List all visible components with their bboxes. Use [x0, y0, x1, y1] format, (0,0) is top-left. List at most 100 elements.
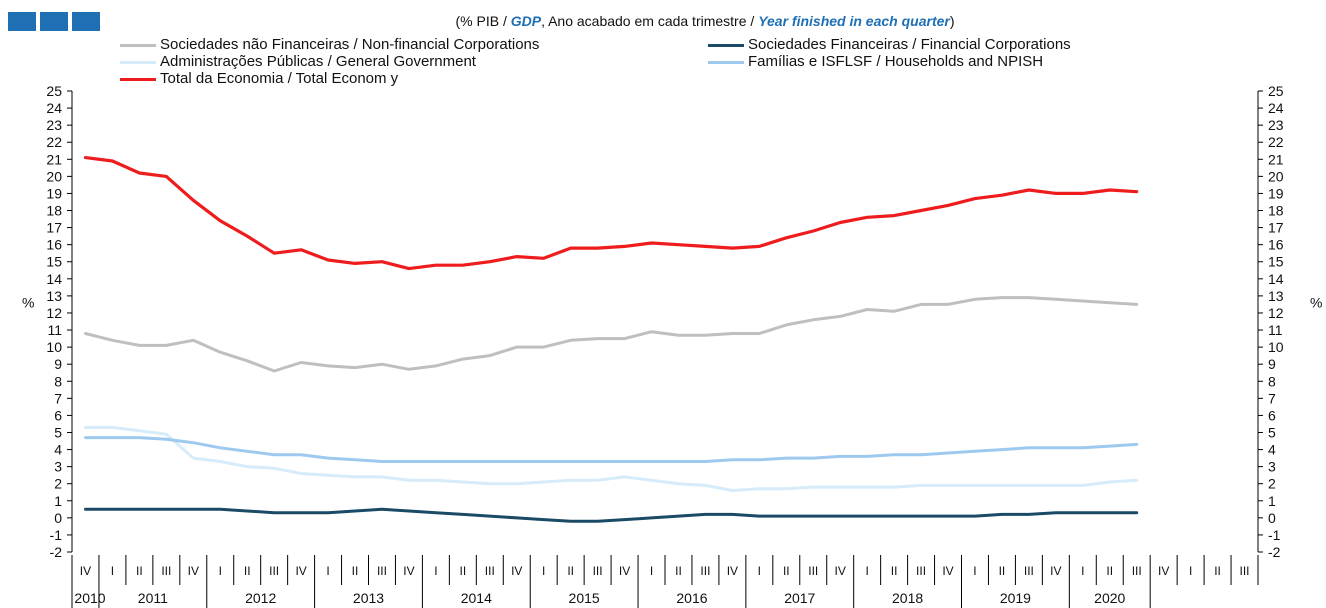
quarter-label: III — [593, 564, 603, 578]
y-tick-label-left: -2 — [50, 544, 63, 560]
quarter-label: III — [485, 564, 495, 578]
y-tick-label-right: 24 — [1268, 100, 1284, 116]
y-tick-label-left: 16 — [46, 237, 62, 253]
quarter-label: III — [1024, 564, 1034, 578]
quarter-label: I — [542, 564, 545, 578]
quarter-label: IV — [188, 564, 199, 578]
year-label: 2014 — [461, 590, 492, 606]
y-tick-label-left: 7 — [54, 390, 62, 406]
y-tick-label-right: 20 — [1268, 168, 1284, 184]
subtitle-en-gdp: GDP — [510, 13, 542, 29]
y-tick-label-right: -2 — [1268, 544, 1281, 560]
quarter-label: IV — [619, 564, 630, 578]
subtitle-pt-mid: , Ano acabado em cada trimestre / — [541, 13, 759, 29]
quarter-label: I — [650, 564, 653, 578]
quarter-label: IV — [727, 564, 738, 578]
y-tick-label-right: 11 — [1268, 322, 1283, 338]
y-tick-label-left: 17 — [46, 220, 62, 236]
series-line-0 — [84, 296, 1139, 373]
y-tick-label-right: 7 — [1268, 390, 1276, 406]
year-label: 2011 — [138, 590, 168, 606]
quarter-label: I — [758, 564, 761, 578]
y-tick-label-right: 14 — [1268, 271, 1284, 287]
y-tick-label-right: 13 — [1268, 288, 1284, 304]
y-tick-label-left: 8 — [54, 373, 62, 389]
quarter-label: III — [161, 564, 171, 578]
y-tick-label-right: 18 — [1268, 203, 1284, 219]
y-tick-label-right: 23 — [1268, 117, 1284, 133]
y-tick-label-right: 15 — [1268, 254, 1284, 270]
legend-label: Administrações Públicas / General Govern… — [160, 53, 476, 70]
series-line-2 — [84, 425, 1139, 492]
y-tick-label-left: 11 — [47, 322, 62, 338]
legend-swatch — [708, 61, 744, 64]
quarter-label: IV — [835, 564, 846, 578]
y-tick-label-right: 19 — [1268, 185, 1284, 201]
y-tick-label-right: 1 — [1268, 493, 1276, 509]
y-tick-label-left: 23 — [46, 117, 62, 133]
quarter-label: IV — [80, 564, 91, 578]
quarter-label: III — [700, 564, 710, 578]
quarter-label: II — [783, 564, 790, 578]
y-tick-label-left: 2 — [54, 476, 62, 492]
quarter-label: III — [377, 564, 387, 578]
y-tick-label-left: 14 — [46, 271, 62, 287]
y-tick-label-right: 8 — [1268, 373, 1276, 389]
y-tick-label-left: 21 — [46, 151, 62, 167]
year-label: 2019 — [1000, 590, 1031, 606]
subtitle-pt-open: (% PIB / — [455, 13, 511, 29]
quarter-label: IV — [1158, 564, 1169, 578]
y-axis-label-left: % — [22, 295, 34, 311]
y-tick-label-right: 16 — [1268, 237, 1284, 253]
y-tick-label-left: 25 — [46, 83, 62, 99]
y-tick-label-left: 22 — [46, 134, 62, 150]
y-tick-label-left: 19 — [46, 185, 62, 201]
legend-swatch — [120, 44, 156, 47]
y-tick-label-left: 9 — [54, 356, 62, 372]
y-tick-label-right: 25 — [1268, 83, 1284, 99]
year-label: 2016 — [676, 590, 707, 606]
y-tick-label-left: 15 — [46, 254, 62, 270]
y-tick-label-right: -1 — [1268, 527, 1281, 543]
y-tick-label-left: 0 — [54, 510, 62, 526]
quarter-label: I — [219, 564, 222, 578]
legend-label: Total da Economia / Total Econom y — [160, 70, 399, 87]
brand-logo-block-3 — [72, 12, 100, 31]
quarter-label: I — [434, 564, 437, 578]
quarter-label: I — [865, 564, 868, 578]
y-tick-label-right: 0 — [1268, 510, 1276, 526]
y-tick-label-left: 13 — [46, 288, 62, 304]
y-tick-label-right: 22 — [1268, 134, 1284, 150]
quarter-label: I — [973, 564, 976, 578]
year-label: 2015 — [569, 590, 600, 606]
quarter-label: II — [675, 564, 682, 578]
quarter-label: IV — [942, 564, 953, 578]
series-line-4 — [83, 156, 1139, 271]
year-label: 2013 — [353, 590, 384, 606]
legend-swatch — [708, 44, 744, 47]
quarter-label: II — [999, 564, 1006, 578]
legend-swatch — [120, 61, 156, 64]
quarter-label: III — [808, 564, 818, 578]
quarter-label: II — [244, 564, 251, 578]
chart-subtitle: (% PIB / GDP, Ano acabado em cada trimes… — [0, 13, 1326, 29]
series-line-1 — [84, 507, 1139, 523]
subtitle-en-year: Year finished in each quarter — [758, 13, 950, 29]
y-tick-label-right: 10 — [1268, 339, 1284, 355]
year-label: 2018 — [892, 590, 923, 606]
quarter-label: I — [326, 564, 329, 578]
quarter-label: II — [1106, 564, 1113, 578]
quarter-label: I — [1189, 564, 1192, 578]
subtitle-close: ) — [949, 13, 955, 29]
year-label: 2012 — [245, 590, 276, 606]
quarter-label: I — [111, 564, 114, 578]
y-tick-label-left: 5 — [54, 424, 62, 440]
legend-swatch — [120, 78, 156, 81]
y-axis-label-right: % — [1310, 295, 1322, 311]
y-tick-label-right: 6 — [1268, 407, 1276, 423]
quarter-label: II — [567, 564, 574, 578]
y-tick-label-right: 21 — [1268, 151, 1284, 167]
brand-logo-block-1 — [8, 12, 36, 31]
y-tick-label-left: 6 — [54, 407, 62, 423]
quarter-label: IV — [403, 564, 414, 578]
